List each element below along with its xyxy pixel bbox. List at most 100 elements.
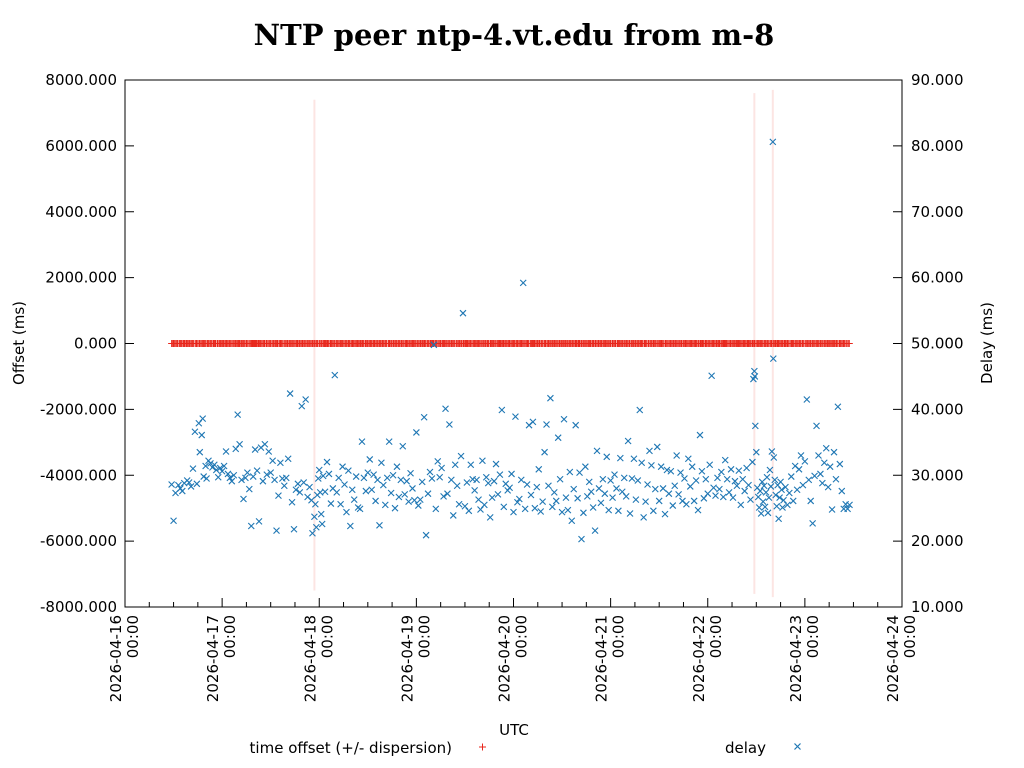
delay-point (611, 471, 618, 478)
delay-point (803, 396, 811, 403)
delay-point (702, 475, 710, 483)
delay-point (801, 458, 809, 465)
delay-point (550, 488, 558, 496)
right-y-axis-label: Delay (ms) (978, 302, 996, 384)
delay-point (218, 467, 226, 475)
delay-point (616, 454, 624, 462)
delay-point (426, 468, 434, 476)
x-tick-date: 2026-04-23 (787, 615, 805, 702)
delay-point (333, 488, 341, 496)
delay-point (492, 460, 500, 468)
offset-point (845, 340, 853, 347)
delay-point (255, 517, 263, 525)
delay-point (673, 452, 681, 459)
delay-point (214, 473, 222, 481)
x-tick-time: 00:00 (901, 615, 919, 658)
delay-point (405, 498, 412, 505)
delay-point (646, 447, 653, 455)
delay-point (436, 473, 444, 481)
delay-point (667, 467, 675, 475)
delay-point (271, 476, 278, 484)
delay-point (459, 309, 467, 317)
delay-point (632, 496, 640, 504)
delay-point (686, 483, 694, 490)
delay-point (337, 500, 345, 508)
delay-point (527, 491, 535, 499)
delay-point (741, 487, 749, 495)
delay-point (455, 500, 463, 508)
x-tick-date: 2026-04-20 (496, 615, 514, 702)
delay-point (743, 464, 750, 472)
delay-point (411, 496, 418, 504)
delay-point (572, 421, 580, 429)
delay-point (751, 422, 759, 430)
delay-point (249, 473, 257, 480)
delay-point (725, 488, 733, 496)
right-y-tick-label: 70.000 (911, 203, 964, 221)
delay-point (414, 502, 422, 509)
delay-point (325, 470, 333, 478)
delay-point (770, 454, 778, 461)
x-tick-time: 00:00 (124, 615, 142, 658)
delay-point (399, 442, 407, 450)
delay-point (820, 459, 828, 467)
delay-point (772, 491, 780, 499)
delay-point (777, 478, 784, 486)
delay-point (763, 473, 771, 481)
delay-point (412, 429, 420, 436)
delay-point (282, 474, 290, 482)
delay-point (506, 484, 514, 492)
left-y-tick-label: -8000.000 (40, 598, 117, 616)
delay-point (564, 506, 572, 514)
delay-point (228, 477, 236, 485)
delay-point (407, 469, 414, 477)
delay-point (473, 476, 480, 484)
delay-point (341, 481, 348, 488)
delay-point (273, 527, 280, 534)
delay-point (475, 496, 482, 504)
delay-point (242, 474, 249, 482)
delay-point (370, 471, 378, 478)
delay-point (739, 475, 747, 483)
x-axis: 2026-04-16 00:00 2026-04-17 00:00 2026-04-18… (107, 598, 919, 702)
delay-point (222, 448, 230, 455)
delay-point (624, 437, 632, 445)
right-y-tick-label: 60.000 (911, 269, 964, 287)
delay-point (519, 279, 527, 287)
delay-point (463, 479, 471, 486)
delay-point (574, 494, 581, 502)
delay-point (690, 497, 698, 505)
x-tick-date: 2026-04-16 (107, 615, 125, 702)
delay-point (368, 486, 376, 494)
delay-point (771, 476, 779, 484)
delay-point (706, 461, 714, 469)
delay-point (480, 501, 488, 509)
delay-point (401, 490, 409, 498)
delay-point (628, 475, 636, 482)
delay-point (669, 502, 677, 509)
delay-point (416, 496, 424, 504)
delay-point (581, 463, 589, 471)
delay-point (560, 415, 568, 423)
delay-point (696, 431, 704, 439)
right-y-tick-label: 80.000 (911, 137, 964, 155)
delay-point (170, 517, 177, 525)
delay-point (465, 507, 473, 515)
delay-point (302, 396, 310, 403)
delay-point (634, 477, 642, 484)
delay-point (438, 464, 446, 472)
left-y-tick-label: 6000.000 (45, 137, 117, 155)
delay-point (292, 486, 300, 494)
delay-point (677, 469, 684, 477)
delay-point (719, 493, 727, 501)
delay-point (318, 520, 326, 528)
delay-point (578, 535, 585, 543)
delay-point (261, 440, 269, 448)
delay-point (444, 490, 451, 498)
delay-point (558, 508, 566, 516)
delay-point (776, 494, 784, 502)
delay-point (236, 440, 243, 448)
delay-point (733, 482, 741, 490)
delay-point (797, 452, 805, 459)
delay-point (311, 513, 318, 521)
